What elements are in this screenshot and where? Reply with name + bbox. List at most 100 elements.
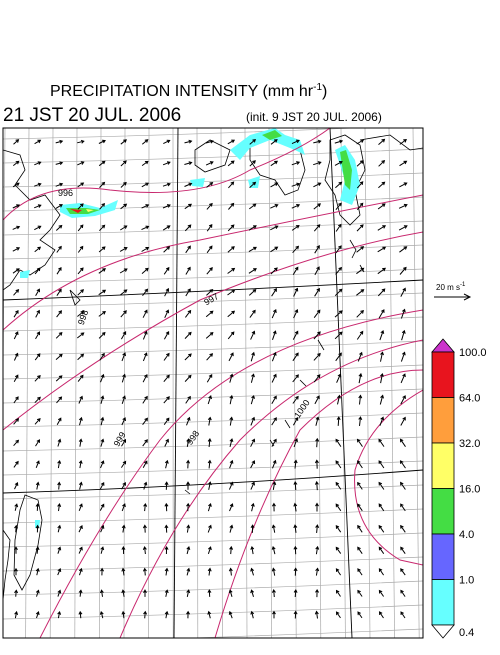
wind-arrow <box>229 482 233 489</box>
wind-arrow <box>121 183 126 188</box>
init-time: (init. 9 JST 20 JUL. 2006) <box>246 110 382 124</box>
wind-arrow <box>163 140 169 143</box>
isobar-label: 998 <box>184 429 201 447</box>
wind-arrow <box>101 418 104 426</box>
wind-arrow <box>272 310 276 318</box>
wind-arrow <box>381 352 384 361</box>
wind-arrow <box>79 397 83 404</box>
wind-arrow <box>187 482 190 490</box>
wind-arrow <box>78 225 83 231</box>
wind-arrow <box>251 612 254 619</box>
wind-arrow <box>315 396 319 404</box>
wind-arrow <box>142 226 149 230</box>
wind-arrow <box>249 204 255 209</box>
grid-line <box>197 128 198 638</box>
wind-arrow <box>208 482 211 490</box>
wind-arrow <box>230 525 233 532</box>
wind-arrow <box>271 161 277 165</box>
wind-arrow <box>359 374 362 383</box>
wind-arrow <box>401 288 406 296</box>
wind-arrow <box>230 461 233 468</box>
wind-arrow <box>399 204 407 208</box>
wind-arrow <box>400 140 406 145</box>
wind-arrow <box>336 353 342 361</box>
wind-arrow <box>251 353 254 362</box>
wind-arrow <box>15 504 18 511</box>
wind-arrow <box>316 525 319 533</box>
wind-arrow <box>313 183 320 187</box>
wind-arrow <box>143 397 147 404</box>
wind-arrow <box>15 483 18 489</box>
wind-arrow <box>270 205 277 209</box>
wind-arrow <box>356 290 363 296</box>
wind-arrow <box>314 204 320 209</box>
wind-arrow <box>229 590 232 597</box>
wind-arrow <box>121 461 125 467</box>
wind-arrow <box>315 460 318 468</box>
wind-arrow <box>164 397 169 403</box>
wind-arrow <box>399 183 406 187</box>
wind-arrow <box>122 353 126 361</box>
wind-arrow <box>358 439 363 446</box>
wind-arrow <box>401 590 405 596</box>
wind-arrow <box>143 353 147 361</box>
wind-arrow <box>293 418 297 425</box>
title: PRECIPITATION INTENSITY (mm hr-1) <box>50 82 327 100</box>
colorbar-label: 32.0 <box>459 438 480 450</box>
wind-arrow <box>144 483 147 490</box>
wind-arrow <box>79 526 82 532</box>
wind-arrow <box>357 332 362 340</box>
wind-arrow <box>14 140 19 144</box>
wind-arrow <box>228 311 235 317</box>
colorbar-segment <box>432 534 454 580</box>
wind-arrow <box>379 569 383 575</box>
wind-arrow <box>35 247 41 252</box>
wind-arrow <box>335 140 342 143</box>
wind-arrow <box>143 547 146 554</box>
wind-arrow <box>101 439 104 446</box>
wind-arrow <box>15 612 18 618</box>
wind-arrow <box>187 547 190 554</box>
wind-arrow <box>143 289 148 295</box>
wind-arrow <box>292 205 299 209</box>
colorbar-segment <box>432 580 454 626</box>
wind-arrow <box>79 547 82 553</box>
wind-arrow <box>380 612 384 618</box>
wind-arrow <box>359 417 362 426</box>
wind-arrow <box>379 461 384 468</box>
wind-arrow <box>77 162 83 165</box>
wind-arrow <box>337 591 341 597</box>
wind-arrow <box>208 569 211 576</box>
colorbar-triangle <box>432 625 454 638</box>
wind-arrow <box>121 161 126 166</box>
wind-arrow <box>101 375 105 382</box>
wind-arrow <box>335 289 342 295</box>
wind-arrow <box>294 482 297 490</box>
wind-arrow <box>56 376 62 381</box>
grid-line <box>389 128 395 638</box>
wind-arrow <box>400 161 407 165</box>
wind-arrow <box>251 418 255 426</box>
wind-arrow <box>56 226 61 231</box>
wind-arrow <box>336 504 341 511</box>
colorbar-segment <box>432 352 454 398</box>
wind-arrow <box>379 161 385 167</box>
wind-arrow <box>56 162 63 165</box>
vector-scale: 20 m s-1 <box>434 282 470 300</box>
wind-arrow <box>399 226 407 230</box>
wind-arrow <box>79 504 82 511</box>
coast-islands <box>70 240 364 494</box>
wind-arrow <box>273 482 276 490</box>
wind-arrow <box>230 417 233 425</box>
wind-arrow <box>208 547 211 554</box>
wind-arrow <box>358 612 362 618</box>
wind-arrow <box>401 547 405 553</box>
wind-arrow <box>315 612 318 619</box>
wind-arrow <box>58 440 61 447</box>
wind-arrow <box>143 525 146 532</box>
wind-arrow <box>273 331 277 340</box>
wind-arrow <box>101 461 104 468</box>
colorbar: 100.064.032.016.04.01.00.4 <box>432 339 487 639</box>
wind-arrow <box>335 182 341 187</box>
wind-arrow <box>207 246 212 253</box>
